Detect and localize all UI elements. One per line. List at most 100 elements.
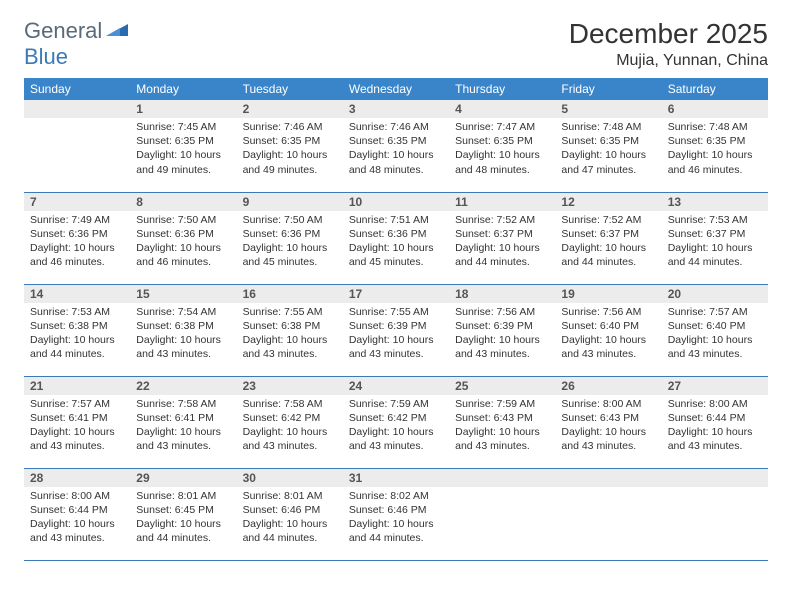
daylight-line: Daylight: 10 hours and 43 minutes. xyxy=(349,426,434,452)
day-number: 22 xyxy=(130,377,236,395)
day-number: 30 xyxy=(237,469,343,487)
weekday-header-row: SundayMondayTuesdayWednesdayThursdayFrid… xyxy=(24,78,768,100)
day-cell: 20Sunrise: 7:57 AMSunset: 6:40 PMDayligh… xyxy=(662,284,768,376)
sunrise-line: Sunrise: 7:49 AM xyxy=(30,214,110,226)
sunrise-line: Sunrise: 7:50 AM xyxy=(243,214,323,226)
month-title: December 2025 xyxy=(569,18,768,50)
weekday-header: Sunday xyxy=(24,78,130,100)
sunset-line: Sunset: 6:42 PM xyxy=(349,412,427,424)
day-cell: 17Sunrise: 7:55 AMSunset: 6:39 PMDayligh… xyxy=(343,284,449,376)
day-number: 28 xyxy=(24,469,130,487)
day-cell: 31Sunrise: 8:02 AMSunset: 6:46 PMDayligh… xyxy=(343,468,449,560)
sunrise-line: Sunrise: 8:01 AM xyxy=(243,490,323,502)
sunset-line: Sunset: 6:43 PM xyxy=(455,412,533,424)
daylight-line: Daylight: 10 hours and 44 minutes. xyxy=(243,518,328,544)
daylight-line: Daylight: 10 hours and 44 minutes. xyxy=(561,242,646,268)
sunset-line: Sunset: 6:42 PM xyxy=(243,412,321,424)
sunset-line: Sunset: 6:35 PM xyxy=(136,135,214,147)
daylight-line: Daylight: 10 hours and 46 minutes. xyxy=(30,242,115,268)
sunset-line: Sunset: 6:35 PM xyxy=(455,135,533,147)
day-cell: 18Sunrise: 7:56 AMSunset: 6:39 PMDayligh… xyxy=(449,284,555,376)
sunset-line: Sunset: 6:44 PM xyxy=(668,412,746,424)
daylight-line: Daylight: 10 hours and 43 minutes. xyxy=(561,426,646,452)
day-content: Sunrise: 8:01 AMSunset: 6:45 PMDaylight:… xyxy=(130,487,236,550)
day-cell: 24Sunrise: 7:59 AMSunset: 6:42 PMDayligh… xyxy=(343,376,449,468)
daylight-line: Daylight: 10 hours and 49 minutes. xyxy=(243,149,328,175)
day-number: 6 xyxy=(662,100,768,118)
day-number: 20 xyxy=(662,285,768,303)
sunset-line: Sunset: 6:43 PM xyxy=(561,412,639,424)
sunrise-line: Sunrise: 7:48 AM xyxy=(668,121,748,133)
day-content: Sunrise: 8:00 AMSunset: 6:44 PMDaylight:… xyxy=(662,395,768,458)
daylight-line: Daylight: 10 hours and 45 minutes. xyxy=(349,242,434,268)
day-cell: 29Sunrise: 8:01 AMSunset: 6:45 PMDayligh… xyxy=(130,468,236,560)
sunrise-line: Sunrise: 7:59 AM xyxy=(455,398,535,410)
day-number: 13 xyxy=(662,193,768,211)
day-cell: 2Sunrise: 7:46 AMSunset: 6:35 PMDaylight… xyxy=(237,100,343,192)
sunrise-line: Sunrise: 7:51 AM xyxy=(349,214,429,226)
day-number-empty xyxy=(24,100,130,118)
logo-text-general: General xyxy=(24,18,102,43)
day-number: 16 xyxy=(237,285,343,303)
sunrise-line: Sunrise: 7:48 AM xyxy=(561,121,641,133)
weekday-header: Thursday xyxy=(449,78,555,100)
day-content: Sunrise: 8:00 AMSunset: 6:44 PMDaylight:… xyxy=(24,487,130,550)
day-content: Sunrise: 7:50 AMSunset: 6:36 PMDaylight:… xyxy=(130,211,236,274)
day-content: Sunrise: 7:56 AMSunset: 6:40 PMDaylight:… xyxy=(555,303,661,366)
logo-triangle-icon xyxy=(106,18,128,44)
day-cell: 23Sunrise: 7:58 AMSunset: 6:42 PMDayligh… xyxy=(237,376,343,468)
sunrise-line: Sunrise: 8:02 AM xyxy=(349,490,429,502)
day-cell: 1 Sunrise: 7:45 AM Sunset: 6:35 PM Daylight… xyxy=(130,100,236,192)
day-number: 27 xyxy=(662,377,768,395)
weekday-header: Monday xyxy=(130,78,236,100)
day-number: 18 xyxy=(449,285,555,303)
day-content: Sunrise: 7:57 AMSunset: 6:41 PMDaylight:… xyxy=(24,395,130,458)
calendar-week-row: 1 Sunrise: 7:45 AM Sunset: 6:35 PM Daylight… xyxy=(24,100,768,192)
day-number: 5 xyxy=(555,100,661,118)
sunset-line: Sunset: 6:39 PM xyxy=(349,320,427,332)
sunrise-line: Sunrise: 8:01 AM xyxy=(136,490,216,502)
day-cell: 4Sunrise: 7:47 AMSunset: 6:35 PMDaylight… xyxy=(449,100,555,192)
day-content: Sunrise: 7:52 AMSunset: 6:37 PMDaylight:… xyxy=(449,211,555,274)
sunrise-line: Sunrise: 7:56 AM xyxy=(455,306,535,318)
sunrise-line: Sunrise: 7:53 AM xyxy=(668,214,748,226)
daylight-line: Daylight: 10 hours and 43 minutes. xyxy=(455,426,540,452)
day-content: Sunrise: 7:46 AMSunset: 6:35 PMDaylight:… xyxy=(237,118,343,181)
daylight-line: Daylight: 10 hours and 48 minutes. xyxy=(349,149,434,175)
day-number-empty xyxy=(662,469,768,487)
sunrise-line: Sunrise: 7:57 AM xyxy=(30,398,110,410)
day-cell xyxy=(555,468,661,560)
day-content: Sunrise: 7:48 AMSunset: 6:35 PMDaylight:… xyxy=(662,118,768,181)
day-content: Sunrise: 8:02 AMSunset: 6:46 PMDaylight:… xyxy=(343,487,449,550)
sunset-line: Sunset: 6:38 PM xyxy=(243,320,321,332)
calendar-week-row: 14Sunrise: 7:53 AMSunset: 6:38 PMDayligh… xyxy=(24,284,768,376)
day-number: 14 xyxy=(24,285,130,303)
day-content: Sunrise: 7:52 AMSunset: 6:37 PMDaylight:… xyxy=(555,211,661,274)
sunrise-line: Sunrise: 7:58 AM xyxy=(136,398,216,410)
logo-text: General Blue xyxy=(24,18,128,70)
calendar-week-row: 21Sunrise: 7:57 AMSunset: 6:41 PMDayligh… xyxy=(24,376,768,468)
daylight-line: Daylight: 10 hours and 43 minutes. xyxy=(561,334,646,360)
daylight-line: Daylight: 10 hours and 49 minutes. xyxy=(136,149,221,175)
sunset-line: Sunset: 6:38 PM xyxy=(136,320,214,332)
day-cell: 8Sunrise: 7:50 AMSunset: 6:36 PMDaylight… xyxy=(130,192,236,284)
day-number: 31 xyxy=(343,469,449,487)
daylight-line: Daylight: 10 hours and 44 minutes. xyxy=(136,518,221,544)
day-number: 7 xyxy=(24,193,130,211)
day-content: Sunrise: 7:51 AMSunset: 6:36 PMDaylight:… xyxy=(343,211,449,274)
day-content: Sunrise: 7:56 AMSunset: 6:39 PMDaylight:… xyxy=(449,303,555,366)
day-number: 19 xyxy=(555,285,661,303)
sunrise-line: Sunrise: 7:50 AM xyxy=(136,214,216,226)
day-content: Sunrise: 7:53 AMSunset: 6:37 PMDaylight:… xyxy=(662,211,768,274)
day-number: 1 xyxy=(130,100,236,118)
sunrise-line: Sunrise: 7:47 AM xyxy=(455,121,535,133)
day-content: Sunrise: 7:58 AMSunset: 6:41 PMDaylight:… xyxy=(130,395,236,458)
daylight-line: Daylight: 10 hours and 44 minutes. xyxy=(30,334,115,360)
day-content: Sunrise: 7:55 AMSunset: 6:38 PMDaylight:… xyxy=(237,303,343,366)
header: General Blue December 2025 Mujia, Yunnan… xyxy=(24,18,768,70)
day-cell: 19Sunrise: 7:56 AMSunset: 6:40 PMDayligh… xyxy=(555,284,661,376)
sunrise-line: Sunrise: 7:45 AM xyxy=(136,121,216,133)
daylight-line: Daylight: 10 hours and 43 minutes. xyxy=(349,334,434,360)
day-cell: 30Sunrise: 8:01 AMSunset: 6:46 PMDayligh… xyxy=(237,468,343,560)
sunset-line: Sunset: 6:36 PM xyxy=(243,228,321,240)
